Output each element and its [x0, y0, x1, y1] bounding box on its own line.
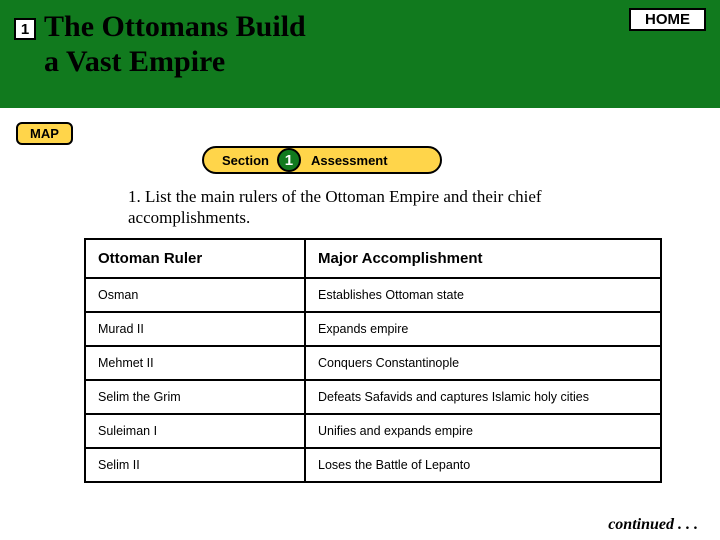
cell-ruler: Suleiman I: [85, 414, 305, 448]
cell-ruler: Osman: [85, 278, 305, 312]
table-row: Osman Establishes Ottoman state: [85, 278, 661, 312]
chapter-number: 1: [21, 21, 29, 38]
cell-ruler: Selim the Grim: [85, 380, 305, 414]
cell-accomplishment: Defeats Safavids and captures Islamic ho…: [305, 380, 661, 414]
cell-accomplishment: Establishes Ottoman state: [305, 278, 661, 312]
cell-ruler: Mehmet II: [85, 346, 305, 380]
title-line-1: The Ottomans Build: [44, 10, 306, 43]
cell-ruler: Selim II: [85, 448, 305, 482]
rulers-table: Ottoman Ruler Major Accomplishment Osman…: [84, 238, 662, 483]
section-assessment-pill: Section 1 Assessment: [202, 146, 442, 174]
map-button-label: MAP: [30, 126, 59, 141]
section-number-badge: 1: [277, 148, 301, 172]
cell-accomplishment: Conquers Constantinople: [305, 346, 661, 380]
section-number: 1: [285, 152, 293, 169]
home-button[interactable]: HOME: [629, 8, 706, 31]
page-title: The Ottomans Build a Vast Empire: [44, 10, 306, 79]
header-bar: 1 The Ottomans Build a Vast Empire HOME: [0, 0, 720, 108]
table-row: Selim the Grim Defeats Safavids and capt…: [85, 380, 661, 414]
cell-accomplishment: Unifies and expands empire: [305, 414, 661, 448]
cell-accomplishment: Expands empire: [305, 312, 661, 346]
table-row: Suleiman I Unifies and expands empire: [85, 414, 661, 448]
table-row: Murad II Expands empire: [85, 312, 661, 346]
cell-accomplishment: Loses the Battle of Lepanto: [305, 448, 661, 482]
continued-label: continued . . .: [608, 516, 698, 534]
table-row: Selim II Loses the Battle of Lepanto: [85, 448, 661, 482]
assessment-label: Assessment: [301, 153, 388, 168]
assessment-question: 1. List the main rulers of the Ottoman E…: [128, 186, 598, 229]
title-line-2: a Vast Empire: [44, 45, 225, 78]
col-header-ruler: Ottoman Ruler: [85, 239, 305, 278]
section-label: Section: [204, 153, 277, 168]
cell-ruler: Murad II: [85, 312, 305, 346]
table-header-row: Ottoman Ruler Major Accomplishment: [85, 239, 661, 278]
home-button-label: HOME: [645, 11, 690, 28]
col-header-accomplishment: Major Accomplishment: [305, 239, 661, 278]
table-row: Mehmet II Conquers Constantinople: [85, 346, 661, 380]
map-button[interactable]: MAP: [16, 122, 73, 145]
chapter-number-badge: 1: [14, 18, 36, 40]
header-inner: 1 The Ottomans Build a Vast Empire: [14, 10, 706, 79]
